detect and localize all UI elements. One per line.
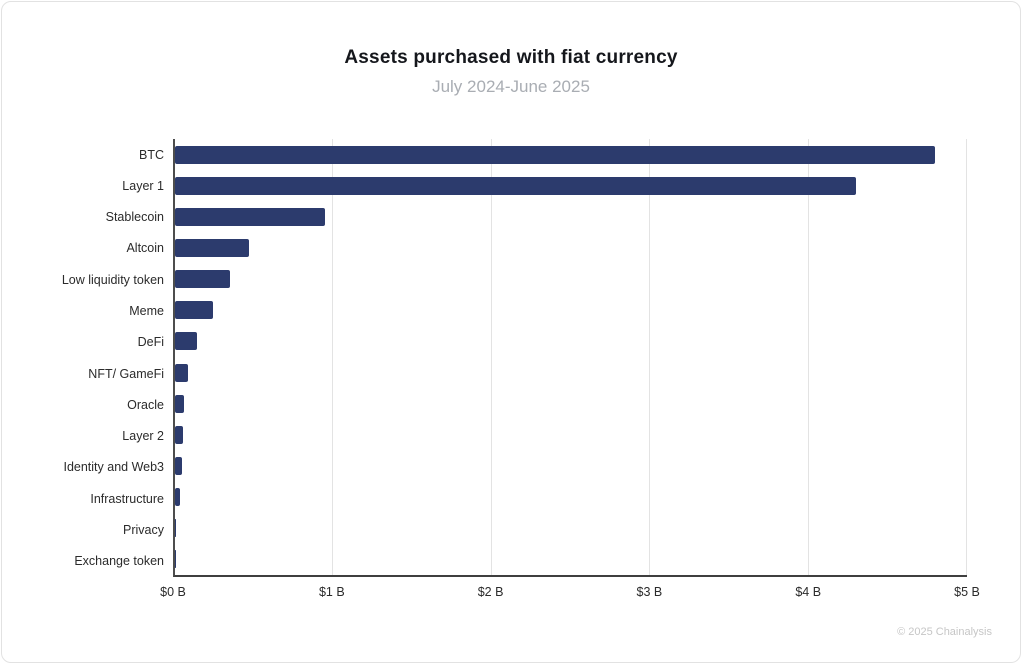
chart-subtitle: July 2024-June 2025	[432, 77, 590, 96]
y-axis-label: Identity and Web3	[63, 460, 164, 475]
bar[interactable]	[175, 301, 214, 320]
y-axis-label: DeFi	[137, 335, 164, 350]
copyright-text: © 2025 Chainalysis	[897, 626, 992, 638]
bar-row	[175, 264, 967, 295]
bar[interactable]	[175, 394, 185, 413]
gridline	[490, 139, 492, 575]
bar-row	[175, 232, 967, 263]
bar-row	[175, 419, 967, 450]
x-tick-label: $2 B	[477, 585, 504, 599]
y-axis-label: Layer 1	[122, 178, 164, 193]
y-axis-label: NFT/ GameFi	[88, 366, 164, 381]
bar[interactable]	[175, 207, 326, 226]
bar-row	[175, 170, 967, 201]
bar-row	[175, 357, 967, 388]
y-axis-label: Layer 2	[122, 429, 164, 444]
gridline	[332, 139, 334, 575]
x-tick-label: $1 B	[318, 585, 345, 599]
y-axis-label: Stablecoin	[105, 210, 164, 225]
bar[interactable]	[175, 425, 183, 444]
bar[interactable]	[175, 176, 857, 195]
x-axis-labels: $0 B $1 B $2 B $3 B $4 B $5 B	[160, 585, 980, 603]
bar-row	[175, 482, 967, 513]
y-axis-label: Exchange token	[74, 554, 164, 569]
bar-row	[175, 450, 967, 481]
x-tick-label: $0 B	[160, 585, 186, 599]
bar[interactable]	[175, 238, 250, 257]
bar[interactable]	[175, 519, 176, 538]
bar[interactable]	[175, 145, 936, 164]
gridline	[966, 139, 967, 575]
bar[interactable]	[175, 456, 183, 475]
x-tick-label: $4 B	[795, 585, 822, 599]
y-axis-label: Infrastructure	[90, 491, 164, 506]
gridline	[807, 139, 809, 575]
y-axis-label: Privacy	[123, 523, 164, 538]
bar[interactable]	[175, 363, 188, 382]
bar-row	[175, 295, 967, 326]
y-axis-label: Meme	[129, 304, 164, 319]
bar-row	[175, 388, 967, 419]
bar-row	[175, 544, 967, 575]
y-axis-label: Oracle	[127, 397, 164, 412]
bar[interactable]	[175, 270, 231, 289]
x-tick-label: $5 B	[954, 585, 980, 599]
bar[interactable]	[175, 488, 181, 507]
bar-row	[175, 326, 967, 357]
gridline	[649, 139, 651, 575]
chart-title: Assets purchased with fiat currency	[344, 47, 678, 68]
bar-row	[175, 513, 967, 544]
plot-area	[173, 139, 967, 577]
bar-row	[175, 139, 967, 170]
y-axis-label: BTC	[139, 147, 164, 162]
y-axis-label: Low liquidity token	[61, 272, 164, 287]
y-axis-label: Altcoin	[126, 241, 164, 256]
bar[interactable]	[175, 332, 198, 351]
x-tick-label: $3 B	[636, 585, 663, 599]
y-axis-labels: BTC Layer 1 Stablecoin Altcoin Low liquidity…	[2, 139, 164, 577]
bar-row	[175, 201, 967, 232]
